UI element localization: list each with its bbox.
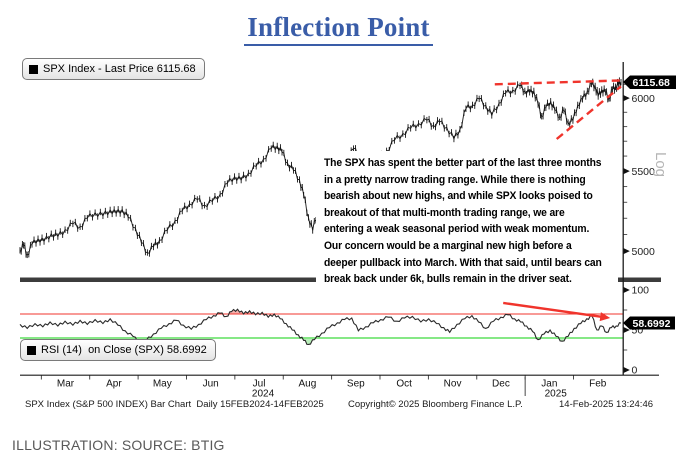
annotation-line: breakout of that multi-month trading ran… (324, 206, 565, 219)
month-label: Feb (589, 379, 607, 390)
month-label: May (153, 379, 172, 390)
month-label: Jun (203, 379, 219, 390)
annotation-text-box: The SPX has spent the better part of the… (316, 151, 618, 286)
red-arrow-shaft (503, 301, 605, 319)
axis-ticks-labels: Mar Apr May Jun Jul Aug Sep Oct Nov Dec Jan Feb 2024… (40, 83, 656, 400)
year-label: 2025 (545, 389, 568, 400)
annotation-line: entering a weak seasonal period with wea… (324, 223, 590, 236)
svg-text:6115.68: 6115.68 (633, 77, 671, 89)
rsi-red-arrow (503, 301, 611, 322)
month-label: Oct (396, 379, 412, 390)
red-arrow-head (599, 312, 611, 322)
red-dashed-trendline (494, 79, 622, 86)
spx-legend-label: SPX Index - Last Price 6115.68 (43, 63, 196, 75)
axis-tick-label: 100 (632, 285, 650, 297)
source-caption: ILLUSTRATION: SOURCE: BTIG (12, 437, 225, 453)
axis-tick-arrow (623, 248, 630, 255)
black-square-marker-icon (27, 345, 36, 355)
rsi-overbought-shading (217, 309, 275, 314)
axis-tick-label: 5500 (632, 166, 656, 178)
axis-tick-label: 6000 (632, 93, 656, 105)
annotation-line: break back under 6k, bulls remain in the… (324, 273, 572, 286)
month-label: Dec (492, 379, 510, 390)
page-title: Inflection Point (244, 12, 433, 46)
month-label: Aug (299, 379, 317, 390)
black-square-marker-icon (29, 64, 38, 74)
month-label: Mar (57, 379, 75, 390)
axis-tick-arrow (623, 287, 630, 293)
footer-chart-description: SPX Index (S&P 500 INDEX) Bar Chart Dail… (25, 399, 324, 410)
footer-timestamp: 14-Feb-2025 13:24:46 (559, 399, 654, 410)
annotation-line: in a pretty narrow trading range. While … (324, 173, 586, 186)
spx-legend: SPX Index - Last Price 6115.68 (22, 58, 205, 80)
rsi-line (19, 308, 622, 345)
month-label: Nov (444, 379, 462, 390)
axis-tick-arrow (623, 168, 630, 175)
log-scale-label: Log (652, 152, 669, 177)
month-label: Sep (347, 379, 365, 390)
annotation-line: deeper pullback into March. With that sa… (324, 256, 602, 269)
trendline-dashes (494, 79, 622, 140)
axis-tick-label: 5000 (632, 246, 656, 258)
axis-tick-label: 50 (632, 325, 644, 337)
month-label: Jan (541, 379, 557, 390)
axis-tick-label: 0 (632, 365, 638, 377)
annotation-line: bearish about new highs, and while SPX l… (324, 190, 593, 203)
axis-tick-arrow (623, 95, 630, 102)
rsi-series (19, 308, 624, 345)
annotation-line: The SPX has spent the better part of the… (324, 157, 602, 169)
month-label: Jul (253, 379, 266, 390)
rsi-legend: RSI (14) on Close (SPX) 58.6992 (20, 339, 216, 361)
annotation-text: The SPX has spent the better part of the… (324, 155, 625, 288)
footer-copyright: Copyright© 2025 Bloomberg Finance L.P. (348, 399, 523, 410)
year-label: 2024 (252, 389, 275, 400)
last-price-tag: 6115.68 (623, 75, 676, 89)
month-label: Apr (106, 379, 122, 390)
axis-tick-arrow (623, 367, 630, 373)
rsi-oversold-shading (135, 338, 566, 345)
rsi-legend-label: RSI (14) on Close (SPX) 58.6992 (41, 344, 207, 356)
red-dashed-trendline (555, 85, 622, 140)
last-rsi-tag: 58.6992 (623, 316, 675, 330)
axis-tick-arrow (623, 327, 630, 333)
annotation-line: Our concern would be a marginal new high… (324, 239, 572, 252)
title-wrap: Inflection Point (0, 12, 677, 46)
svg-text:58.6992: 58.6992 (633, 318, 671, 330)
